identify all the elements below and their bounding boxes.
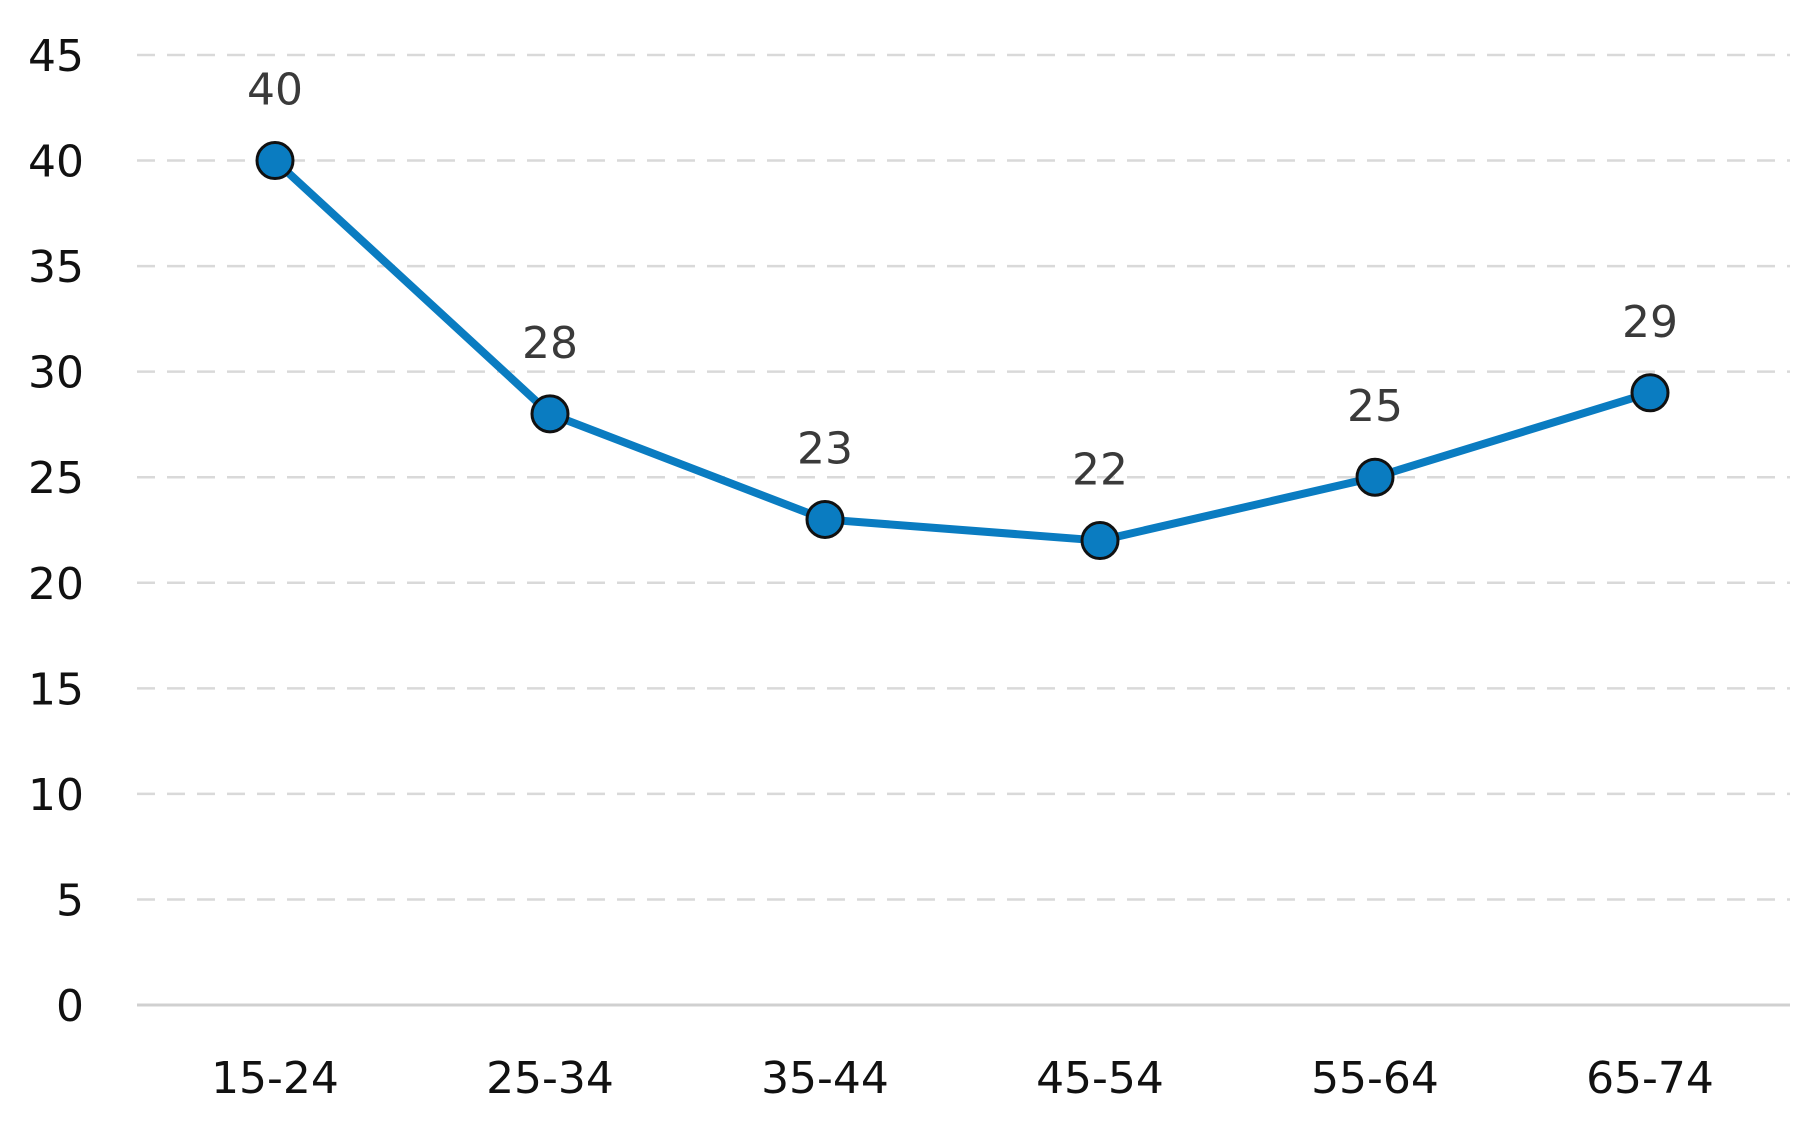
y-tick-label: 30 [28,348,84,399]
y-tick-label: 35 [28,242,84,293]
y-tick-label: 10 [28,770,84,821]
y-tick-label: 0 [56,981,84,1032]
series-line [271,156,1654,545]
marker-group [255,141,1670,561]
y-tick-label: 25 [28,453,84,504]
x-tick-label: 45-54 [1036,1053,1164,1104]
data-label: 25 [1347,381,1403,432]
x-tick-label: 15-24 [211,1053,339,1104]
data-point-marker [1630,373,1670,413]
x-tick-label: 55-64 [1311,1053,1439,1104]
y-tick-label: 45 [28,31,84,82]
data-point-marker [805,499,845,539]
data-label: 22 [1072,445,1128,496]
data-point-marker [1355,457,1395,497]
data-point-marker [1080,521,1120,561]
x-tick-label: 25-34 [486,1053,614,1104]
data-label: 28 [522,318,578,369]
data-label: 40 [247,65,303,116]
y-tick-label: 20 [28,559,84,610]
data-point-marker [530,394,570,434]
series-line-group [271,156,1654,545]
y-axis-ticks: 0 5 10 15 20 25 30 35 40 45 [28,31,84,1032]
y-tick-label: 5 [56,875,84,926]
y-tick-label: 40 [28,137,84,188]
data-label: 23 [797,423,853,474]
x-axis-ticks: 15-24 25-34 35-44 45-54 55-64 65-74 [211,1053,1714,1104]
data-point-marker [255,141,295,181]
y-tick-label: 15 [28,664,84,715]
data-label: 29 [1622,297,1678,348]
data-label-group: 40 28 23 22 25 29 [247,65,1678,496]
x-tick-label: 65-74 [1586,1053,1714,1104]
x-tick-label: 35-44 [761,1053,889,1104]
gridlines [137,53,1790,901]
